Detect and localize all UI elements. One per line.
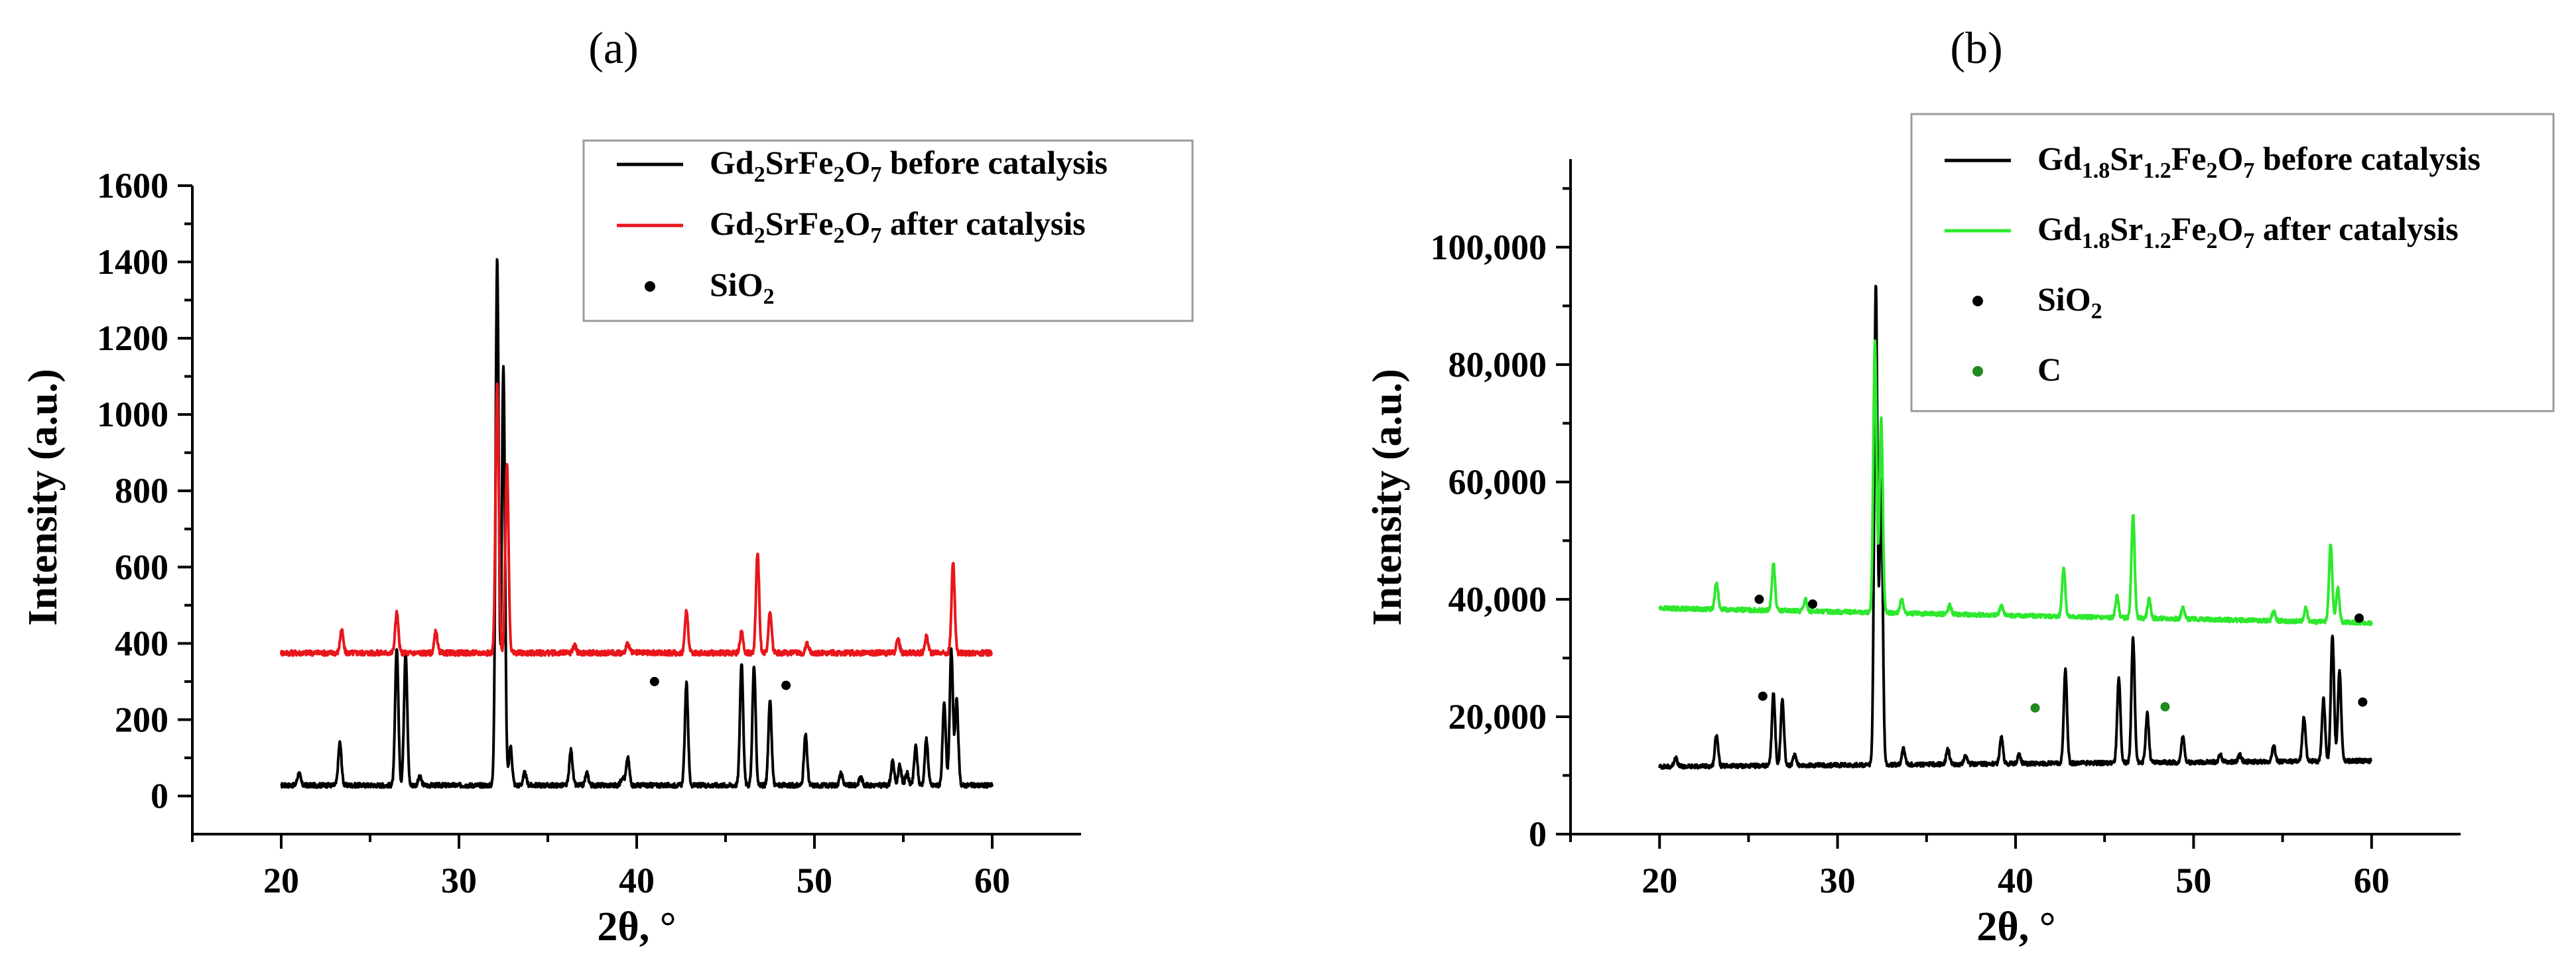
panel-b-series [1658, 284, 2373, 770]
y-tick-label: 400 [115, 623, 168, 663]
phase-marker-dot [2358, 697, 2368, 707]
phase-marker-dot [2030, 703, 2040, 713]
y-tick-label: 1000 [97, 395, 168, 434]
panel-b-legend-box [1910, 113, 2555, 412]
panel-a-xlabel: 2θ, ° [597, 904, 676, 949]
panel-b-ylabel: Intensity (a.u.) [1365, 369, 1410, 626]
y-tick-label: 600 [115, 547, 168, 587]
legend-entry-label: Gd1.8Sr1.2Fe2O7 before catalysis [2037, 140, 2480, 183]
y-tick-label: 60,000 [1449, 462, 1547, 502]
y-tick-label: 1200 [97, 318, 168, 358]
series-line [1658, 339, 2373, 627]
legend-entry-label: Gd1.8Sr1.2Fe2O7 after catalysis [2037, 210, 2459, 253]
y-tick-label: 0 [1529, 814, 1547, 854]
panel-a-label: (a) [588, 23, 638, 73]
phase-marker-dot [1754, 594, 1764, 604]
phase-marker-dot [781, 680, 791, 690]
phase-marker-dot [2354, 613, 2364, 623]
y-tick-label: 100,000 [1431, 227, 1547, 267]
legend-dot-swatch [1972, 296, 1983, 306]
y-tick-label: 40,000 [1449, 580, 1547, 619]
panel-b-ticks: 20 30 40 50 60 0 20,000 40,000 60,000 80,000 100,0… [1431, 187, 2390, 900]
panel-b-chart: (b) 20 30 40 50 60 0 20,000 40,000 60,000 80,000 1… [1365, 23, 2555, 949]
x-tick-label: 30 [1820, 861, 1856, 900]
legend-entry-label: Gd2SrFe2O7 after catalysis [710, 205, 1086, 248]
x-tick-label: 30 [441, 861, 477, 900]
phase-marker-dot [1758, 691, 1768, 701]
x-tick-label: 20 [1642, 861, 1677, 900]
x-tick-label: 60 [2354, 861, 2390, 900]
panel-b-label: (b) [1950, 23, 2002, 73]
y-tick-label: 20,000 [1449, 697, 1547, 737]
legend-entry-label: Gd2SrFe2O7 before catalysis [710, 144, 1108, 187]
series-line [280, 382, 994, 657]
panel-a-chart: (a) 20 30 40 50 6002004006008001000120014001… [21, 23, 1194, 949]
x-tick-label: 60 [974, 861, 1010, 900]
x-tick-label: 40 [619, 861, 655, 900]
phase-marker-dot [2160, 702, 2170, 711]
y-tick-label: 1600 [97, 166, 168, 206]
panel-b-xlabel: 2θ, ° [1976, 904, 2055, 949]
panel-b-axes [1569, 159, 2461, 835]
y-tick-label: 200 [115, 700, 168, 739]
legend-dot-swatch [645, 281, 655, 292]
x-tick-label: 50 [797, 861, 832, 900]
x-tick-label: 40 [1998, 861, 2033, 900]
panel-a-axes [191, 186, 1081, 835]
panel-b-legend: Gd1.8Sr1.2Fe2O7 before catalysis Gd1.8Sr1… [1910, 113, 2555, 412]
panel-a-legend: Gd2SrFe2O7 before catalysis Gd2SrFe2O7 af… [582, 139, 1194, 322]
phase-marker-dot [1808, 599, 1818, 609]
panel-a-ylabel: Intensity (a.u.) [21, 369, 66, 626]
panel-a-legend-box [582, 139, 1194, 322]
x-tick-label: 20 [263, 861, 299, 900]
series-line [280, 258, 994, 789]
series-line [1658, 284, 2373, 770]
legend-entry-label: SiO2 [710, 266, 775, 309]
y-tick-label: 1400 [97, 242, 168, 282]
panel-a-series [280, 258, 994, 789]
legend-entry-label: C [2037, 351, 2061, 388]
y-tick-label: 0 [151, 776, 168, 816]
phase-marker-dot [649, 676, 659, 686]
legend-entry-label: SiO2 [2037, 280, 2102, 324]
y-tick-label: 80,000 [1449, 345, 1547, 385]
legend-dot-swatch [1972, 366, 1983, 377]
y-tick-label: 800 [115, 471, 168, 511]
x-tick-label: 50 [2175, 861, 2211, 900]
